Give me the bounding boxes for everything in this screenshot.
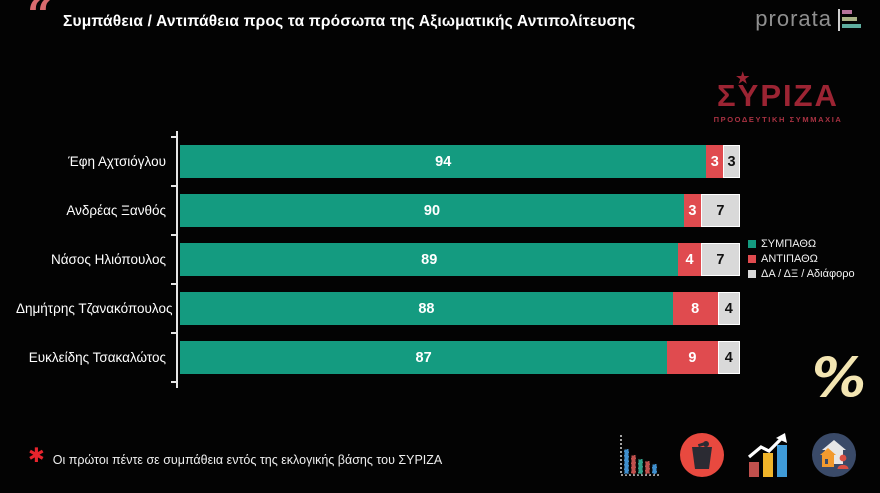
asterisk-icon: ✱ — [28, 445, 45, 467]
bar-value-label: 94 — [435, 153, 452, 170]
axis-tick — [171, 136, 178, 138]
bar-segment-indifferent: 3 — [723, 145, 740, 178]
bar-value-label: 3 — [688, 202, 697, 219]
footer-icons — [615, 430, 858, 480]
bar-value-label: 4 — [724, 349, 733, 366]
bar-segment-indifferent: 7 — [700, 194, 740, 227]
axis-tick — [171, 234, 178, 236]
legend: ΣΥΜΠΑΘΩ ΑΝΤΙΠΑΘΩ ΔΑ / ΔΞ / Αδιάφορο — [748, 238, 855, 283]
bar-segment-antipatho: 9 — [667, 341, 718, 374]
axis-tick — [171, 283, 178, 285]
bar-track: 87 9 4 — [180, 341, 740, 374]
stacked-bar-chart: Έφη Αχτσιόγλου 94 3 3 Ανδρέας Ξανθός 90 3 7 Νάσο… — [16, 131, 740, 388]
bar-segment-antipatho: 4 — [678, 243, 701, 276]
bar-value-label: 8 — [691, 300, 700, 317]
bar-value-label: 3 — [710, 153, 719, 170]
legend-item: ΣΥΜΠΑΘΩ — [748, 238, 855, 250]
syriza-star-icon: ★ — [736, 70, 752, 87]
bar-value-label: 87 — [415, 349, 432, 366]
bar-value-label: 4 — [685, 251, 694, 268]
chart-rows: Έφη Αχτσιόγλου 94 3 3 Ανδρέας Ξανθός 90 3 7 Νάσο… — [16, 137, 740, 382]
bar-track: 90 3 7 — [180, 194, 740, 227]
percent-symbol: % — [812, 346, 867, 409]
syriza-logo: ΣΥΡΙΖΑ ★ ΠΡΟΟΔΕΥΤΙΚΗ ΣΥΜΜΑΧΙΑ — [698, 70, 858, 124]
bar-value-label: 9 — [688, 349, 697, 366]
bar-track: 94 3 3 — [180, 145, 740, 178]
legend-swatch — [748, 240, 756, 248]
chart-row: Δημήτρης Τζανακόπουλος 88 8 4 — [16, 284, 740, 333]
y-axis — [171, 131, 178, 388]
bar-value-label: 7 — [716, 251, 725, 268]
bar-value-label: 3 — [727, 153, 736, 170]
prorata-logo-text: prorata — [755, 6, 832, 31]
bar-segment-indifferent: 7 — [700, 243, 740, 276]
bar-track: 88 8 4 — [180, 292, 740, 325]
bar-segment-sympatho: 88 — [180, 292, 673, 325]
category-label: Ανδρέας Ξανθός — [66, 203, 166, 218]
legend-swatch — [748, 270, 756, 278]
legend-item: ΔΑ / ΔΞ / Αδιάφορο — [748, 268, 855, 280]
legend-label: ΑΝΤΙΠΑΘΩ — [761, 253, 818, 265]
axis-tick — [171, 185, 178, 187]
chart-row: Νάσος Ηλιόπουλος 89 4 7 — [16, 235, 740, 284]
bar-value-label: 89 — [421, 251, 438, 268]
bar-segment-antipatho: 3 — [684, 194, 701, 227]
quote-icon: “ — [27, 0, 53, 41]
legend-item: ΑΝΤΙΠΑΘΩ — [748, 253, 855, 265]
prorata-bars-icon — [838, 9, 866, 31]
axis-tick — [171, 381, 178, 383]
bar-segment-indifferent: 4 — [717, 292, 740, 325]
rising-chart-arrow-icon — [747, 433, 787, 477]
ballot-box-red-circle-icon — [680, 433, 724, 477]
bar-chart-multicolor-icon — [620, 435, 659, 476]
footnote-text: Οι πρώτοι πέντε σε συμπάθεια εντός της ε… — [52, 453, 443, 467]
category-label: Έφη Αχτσιόγλου — [68, 154, 166, 169]
page-title: Συμπάθεια / Αντιπάθεια προς τα πρόσωπα τ… — [63, 13, 636, 30]
bar-track: 89 4 7 — [180, 243, 740, 276]
chart-row: Ευκλείδης Τσακαλώτος 87 9 4 — [16, 333, 740, 382]
legend-label: ΣΥΜΠΑΘΩ — [761, 238, 817, 250]
housing-circle-icon — [812, 433, 856, 477]
syriza-logo-name: ΣΥΡΙΖΑ ★ — [717, 70, 839, 113]
axis-tick — [171, 332, 178, 334]
category-label: Νάσος Ηλιόπουλος — [50, 252, 166, 267]
category-label: Ευκλείδης Τσακαλώτος — [28, 350, 166, 365]
syriza-logo-subtitle: ΠΡΟΟΔΕΥΤΙΚΗ ΣΥΜΜΑΧΙΑ — [713, 115, 843, 124]
category-label: Δημήτρης Τζανακόπουλος — [16, 301, 173, 316]
bar-segment-sympatho: 90 — [180, 194, 684, 227]
legend-label: ΔΑ / ΔΞ / Αδιάφορο — [761, 268, 855, 280]
chart-row: Ανδρέας Ξανθός 90 3 7 — [16, 186, 740, 235]
chart-row: Έφη Αχτσιόγλου 94 3 3 — [16, 137, 740, 186]
bar-value-label: 4 — [724, 300, 733, 317]
bar-segment-sympatho: 94 — [180, 145, 707, 178]
bar-value-label: 7 — [716, 202, 725, 219]
bar-segment-indifferent: 4 — [717, 341, 740, 374]
bar-segment-sympatho: 87 — [180, 341, 668, 374]
bar-value-label: 90 — [423, 202, 441, 219]
bar-value-label: 88 — [418, 300, 435, 317]
bar-segment-antipatho: 8 — [672, 292, 718, 325]
legend-swatch — [748, 255, 756, 263]
footnote: ✱ Οι πρώτοι πέντε σε συμπάθεια εντός της… — [28, 446, 442, 467]
bar-segment-sympatho: 89 — [180, 243, 679, 276]
bar-segment-antipatho: 3 — [706, 145, 724, 178]
